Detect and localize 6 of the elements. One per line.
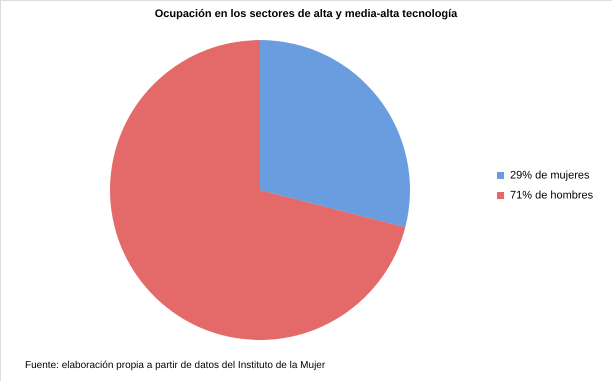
pie-slice xyxy=(110,40,406,340)
legend-label: 71% de hombres xyxy=(510,190,594,202)
source-note: Fuente: elaboración propia a partir de datos del Instituto de la Mujer xyxy=(25,360,326,371)
pie-slice xyxy=(260,40,410,228)
chart-title: Ocupación en los sectores de alta y media-alta tecnología xyxy=(154,8,458,20)
legend-label: 29% de mujeres xyxy=(510,170,590,182)
